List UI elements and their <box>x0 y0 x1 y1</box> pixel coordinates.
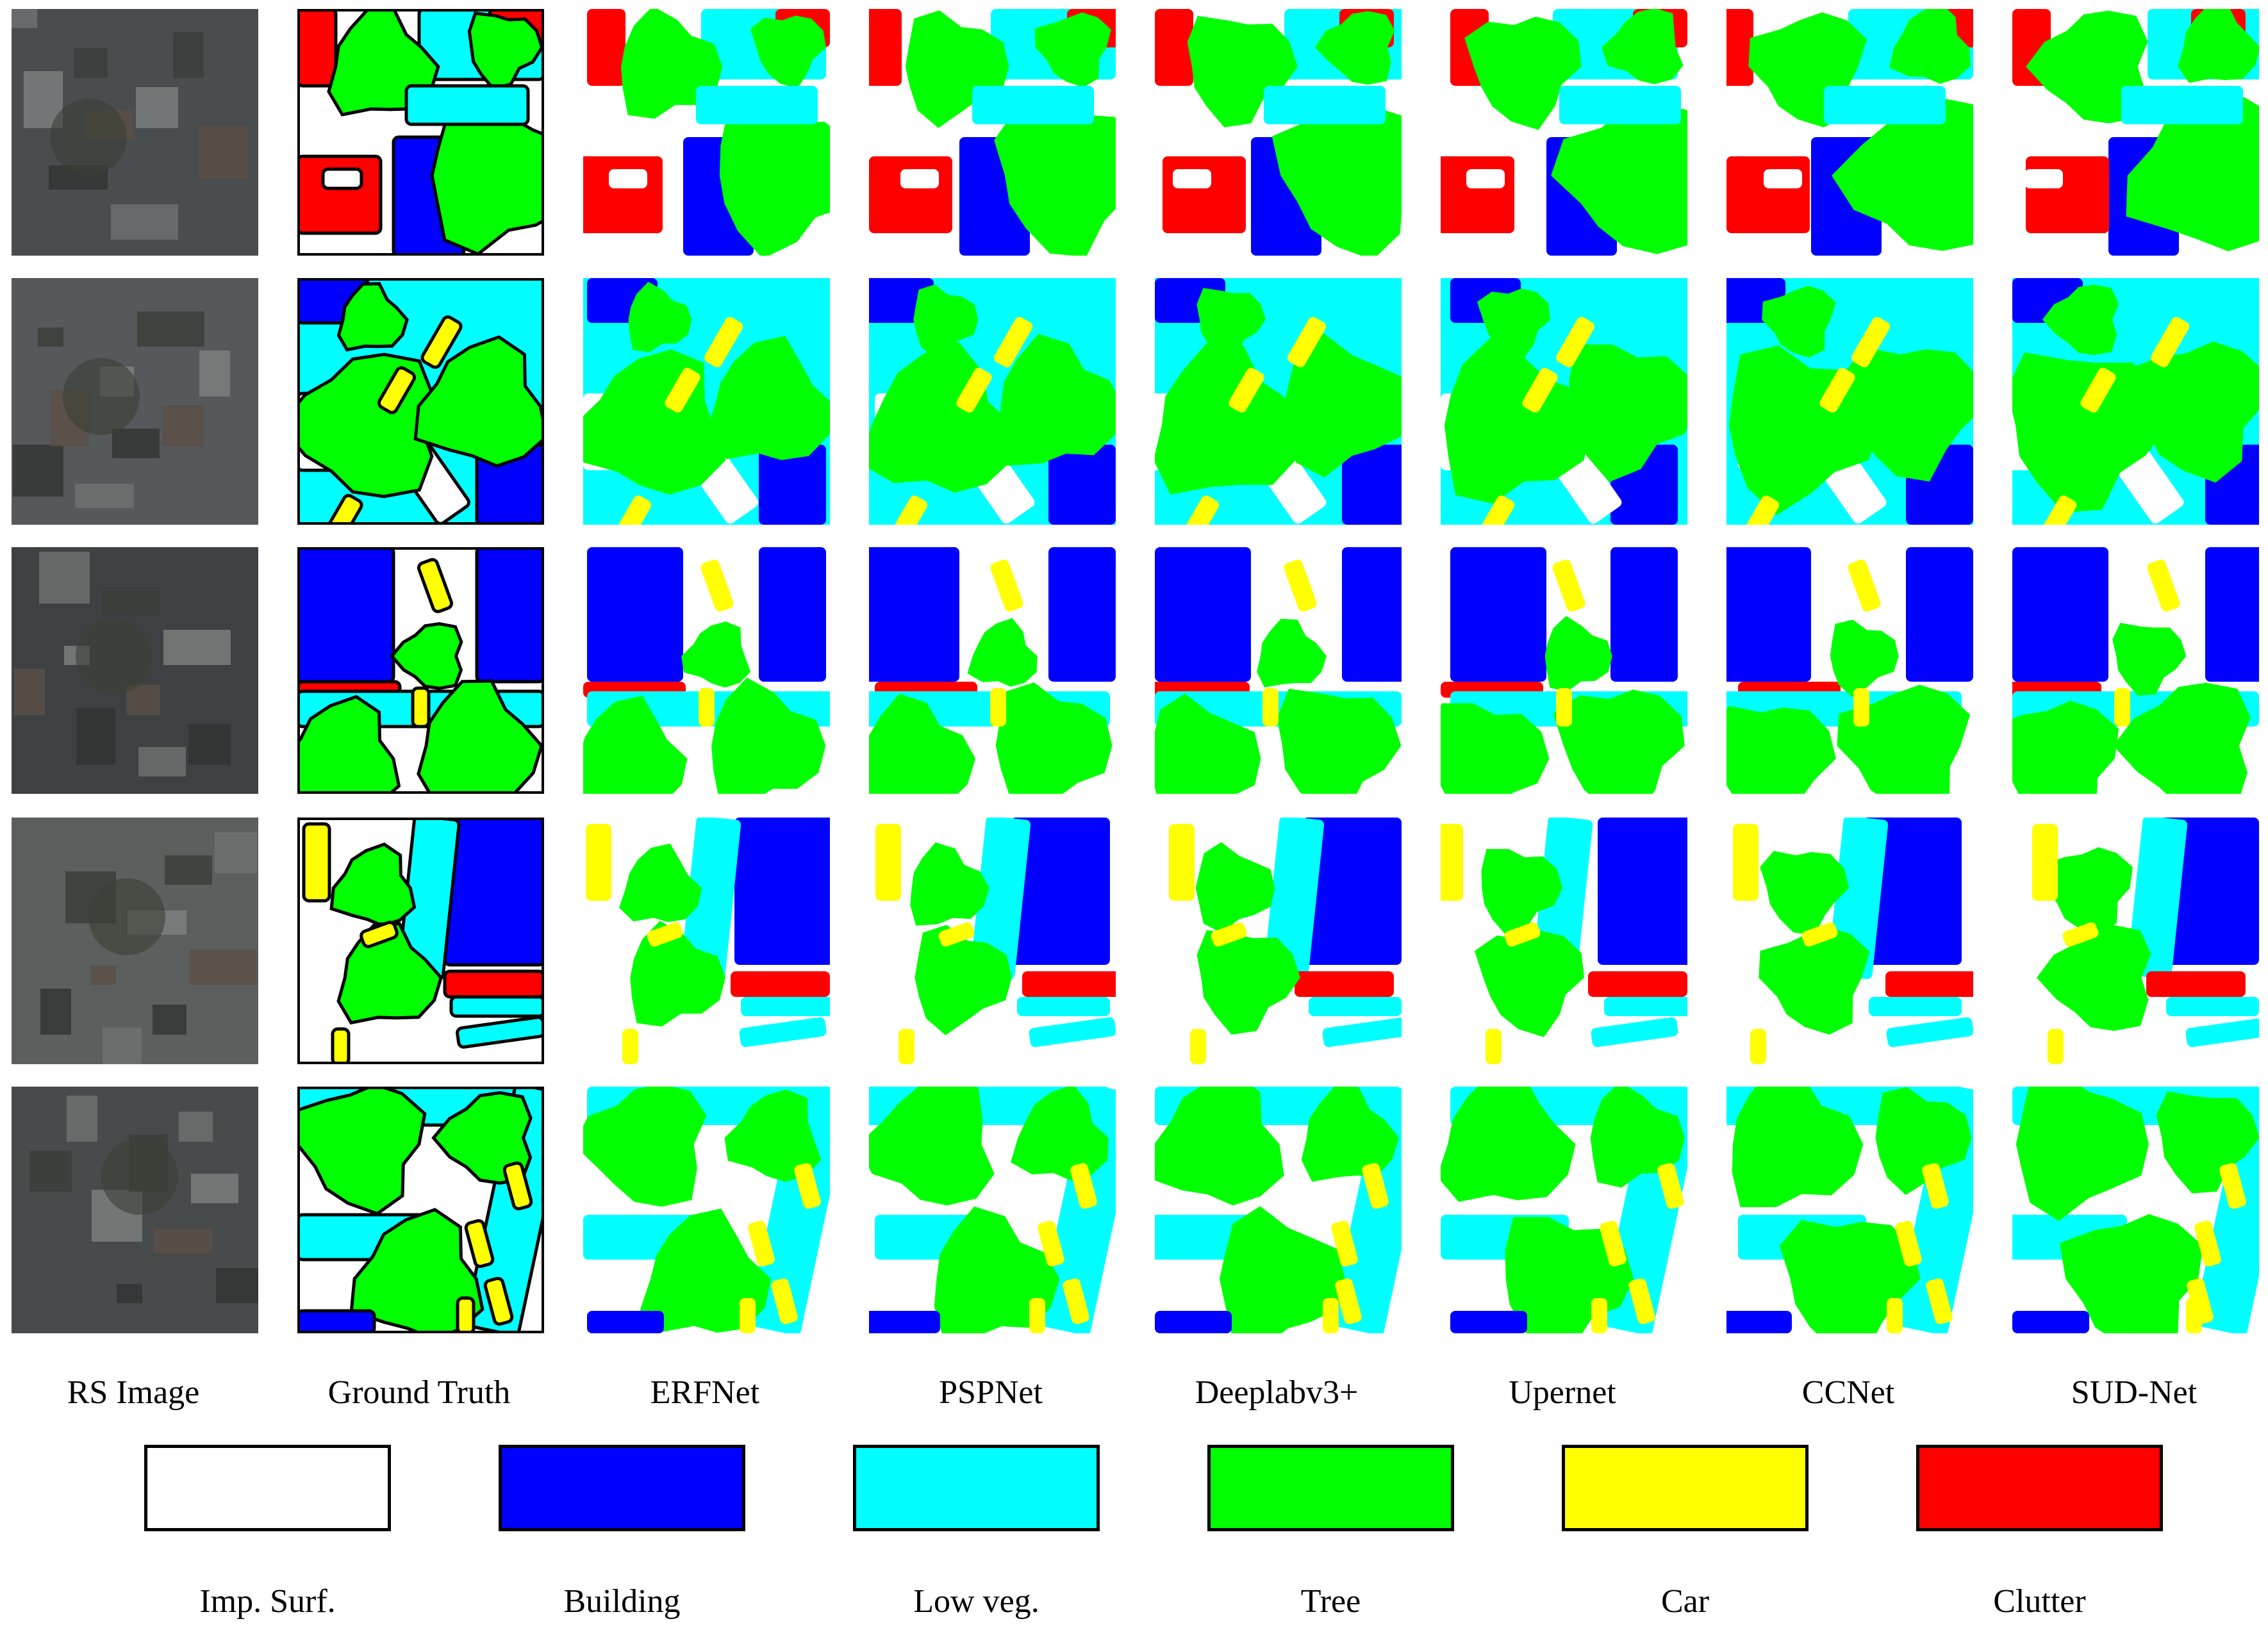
tile-erfnet-row-5 <box>583 1087 830 1333</box>
tile-deeplab-row-1 <box>1155 9 1402 256</box>
legend-label-imp-surf: Imp. Surf. <box>199 1583 336 1620</box>
column-label-ground-truth: Ground Truth <box>327 1374 511 1411</box>
tile-upernet-row-2 <box>1441 278 1687 525</box>
tile-deeplab-row-2 <box>1155 278 1402 525</box>
tile-deeplab-row-4 <box>1155 818 1402 1064</box>
tile-upernet-row-3 <box>1441 547 1687 794</box>
tile-upernet-row-4 <box>1441 818 1687 1064</box>
legend-swatch-car <box>1562 1445 1809 1531</box>
column-label-sud-net: SUD-Net <box>2071 1374 2198 1411</box>
tile-ccnet-row-2 <box>1726 278 1973 525</box>
tile-ccnet-row-1 <box>1726 9 1973 256</box>
tile-pspnet-row-3 <box>869 547 1116 794</box>
tile-sudnet-row-5 <box>2012 1087 2259 1333</box>
legend-label-low-veg: Low veg. <box>913 1583 1039 1620</box>
legend-swatch-tree <box>1207 1445 1454 1531</box>
tile-upernet-row-1 <box>1441 9 1687 256</box>
tile-sudnet-row-1 <box>2012 9 2259 256</box>
tile-ccnet-row-4 <box>1726 818 1973 1064</box>
tile-pspnet-row-5 <box>869 1087 1116 1333</box>
tile-pspnet-row-1 <box>869 9 1116 256</box>
tile-rs-row-3 <box>12 547 258 794</box>
legend-swatch-imp-surf <box>144 1445 391 1531</box>
tile-upernet-row-5 <box>1441 1087 1687 1333</box>
tile-gt-row-2 <box>297 278 544 525</box>
legend-label-clutter: Clutter <box>1993 1583 2086 1620</box>
column-label-erfnet: ERFNet <box>650 1374 760 1411</box>
tile-erfnet-row-2 <box>583 278 830 525</box>
tile-rs-row-1 <box>12 9 258 256</box>
column-label-upernet: Upernet <box>1509 1374 1616 1411</box>
tile-gt-row-5 <box>297 1087 544 1333</box>
tile-erfnet-row-3 <box>583 547 830 794</box>
legend-label-building: Building <box>563 1583 681 1620</box>
tile-ccnet-row-3 <box>1726 547 1973 794</box>
tile-pspnet-row-4 <box>869 818 1116 1064</box>
legend-swatch-low-veg <box>853 1445 1100 1531</box>
tile-sudnet-row-3 <box>2012 547 2259 794</box>
legend-label-tree: Tree <box>1300 1583 1361 1620</box>
tile-pspnet-row-2 <box>869 278 1116 525</box>
legend-swatch-building <box>499 1445 745 1531</box>
tile-gt-row-1 <box>297 9 544 256</box>
tile-ccnet-row-5 <box>1726 1087 1973 1333</box>
tile-erfnet-row-1 <box>583 9 830 256</box>
legend-swatch-clutter <box>1916 1445 2163 1531</box>
tile-sudnet-row-4 <box>2012 818 2259 1064</box>
column-label-ccnet: CCNet <box>1801 1374 1895 1411</box>
column-label-rs-image: RS Image <box>67 1374 200 1411</box>
tile-rs-row-5 <box>12 1087 258 1333</box>
column-label-pspnet: PSPNet <box>939 1374 1043 1411</box>
tile-gt-row-3 <box>297 547 544 794</box>
tile-rs-row-4 <box>12 818 258 1064</box>
tile-sudnet-row-2 <box>2012 278 2259 525</box>
tile-gt-row-4 <box>297 818 544 1064</box>
column-label-deeplabv3: Deeplabv3+ <box>1195 1374 1359 1411</box>
legend-label-car: Car <box>1660 1583 1710 1620</box>
tile-rs-row-2 <box>12 278 258 525</box>
tile-deeplab-row-5 <box>1155 1087 1402 1333</box>
tile-deeplab-row-3 <box>1155 547 1402 794</box>
tile-erfnet-row-4 <box>583 818 830 1064</box>
